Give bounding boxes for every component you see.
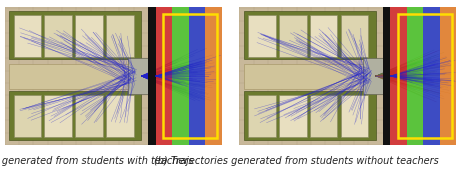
Bar bbox=[341, 95, 368, 137]
Bar bbox=[244, 11, 376, 59]
Bar bbox=[148, 7, 156, 145]
Bar bbox=[398, 14, 452, 138]
Bar bbox=[14, 95, 41, 137]
Bar bbox=[363, 58, 383, 94]
Bar bbox=[279, 95, 307, 137]
Bar bbox=[248, 15, 276, 57]
Bar bbox=[172, 7, 189, 145]
Text: (b) Trajectories generated from students without teachers: (b) Trajectories generated from students… bbox=[154, 156, 438, 166]
Bar bbox=[45, 15, 72, 57]
Bar bbox=[391, 7, 407, 145]
Bar bbox=[45, 95, 72, 137]
Bar bbox=[156, 7, 172, 145]
Bar bbox=[5, 7, 148, 145]
Bar bbox=[341, 15, 368, 57]
Bar bbox=[14, 15, 41, 57]
Bar bbox=[75, 95, 103, 137]
Bar bbox=[244, 91, 376, 140]
Bar bbox=[423, 7, 440, 145]
Bar bbox=[9, 11, 141, 59]
Text: (a) Trajectories generated from students with teachers: (a) Trajectories generated from students… bbox=[0, 156, 193, 166]
Bar bbox=[164, 14, 218, 138]
Bar bbox=[106, 15, 134, 57]
Bar bbox=[310, 95, 337, 137]
Bar bbox=[205, 7, 222, 145]
Bar bbox=[383, 7, 391, 145]
Bar bbox=[310, 15, 337, 57]
Bar bbox=[239, 7, 383, 145]
Bar bbox=[407, 7, 423, 145]
Bar bbox=[279, 15, 307, 57]
Bar bbox=[9, 91, 141, 140]
Bar bbox=[440, 7, 456, 145]
Bar bbox=[9, 64, 141, 89]
Bar bbox=[128, 58, 148, 94]
Bar bbox=[106, 95, 134, 137]
Bar bbox=[75, 15, 103, 57]
Bar bbox=[244, 64, 376, 89]
Bar bbox=[189, 7, 205, 145]
Bar bbox=[248, 95, 276, 137]
